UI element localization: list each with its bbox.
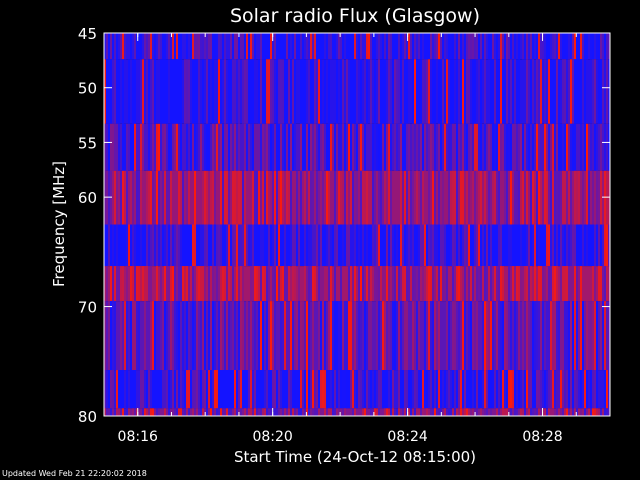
y-tick-label: 45 bbox=[78, 25, 97, 43]
chart-title: Solar radio Flux (Glasgow) bbox=[230, 5, 480, 27]
y-tick-label: 80 bbox=[78, 408, 97, 426]
x-tick-label: 08:16 bbox=[118, 429, 158, 445]
spectrogram-image bbox=[104, 33, 610, 416]
x-tick-label: 08:20 bbox=[252, 429, 292, 445]
spectrogram-band bbox=[104, 170, 610, 225]
spectrogram-band bbox=[104, 33, 610, 60]
spectrogram-band bbox=[104, 301, 610, 371]
y-tick-label: 60 bbox=[78, 189, 97, 207]
x-axis-ticks: 08:16 08:20 08:24 08:28 bbox=[118, 33, 577, 445]
plot-frame bbox=[103, 32, 611, 417]
x-tick-label: 08:28 bbox=[522, 429, 562, 445]
x-tick-label: 08:24 bbox=[387, 429, 427, 445]
spectrogram-band bbox=[104, 123, 610, 171]
spectrogram-band bbox=[104, 266, 610, 302]
spectrogram-band bbox=[104, 370, 610, 409]
updated-timestamp: Updated Wed Feb 21 22:20:02 2018 bbox=[2, 469, 147, 478]
y-axis-ticks: 45 50 55 60 70 80 bbox=[78, 25, 610, 426]
y-tick-label: 55 bbox=[78, 134, 97, 152]
y-tick-label: 70 bbox=[78, 299, 97, 317]
spectrogram-band bbox=[104, 224, 610, 267]
spectrogram-band bbox=[104, 59, 610, 124]
y-tick-label: 50 bbox=[78, 80, 97, 98]
spectrogram-band bbox=[104, 408, 610, 416]
y-axis-label: Frequency [MHz] bbox=[50, 161, 68, 287]
x-axis-label: Start Time (24-Oct-12 08:15:00) bbox=[234, 448, 476, 466]
